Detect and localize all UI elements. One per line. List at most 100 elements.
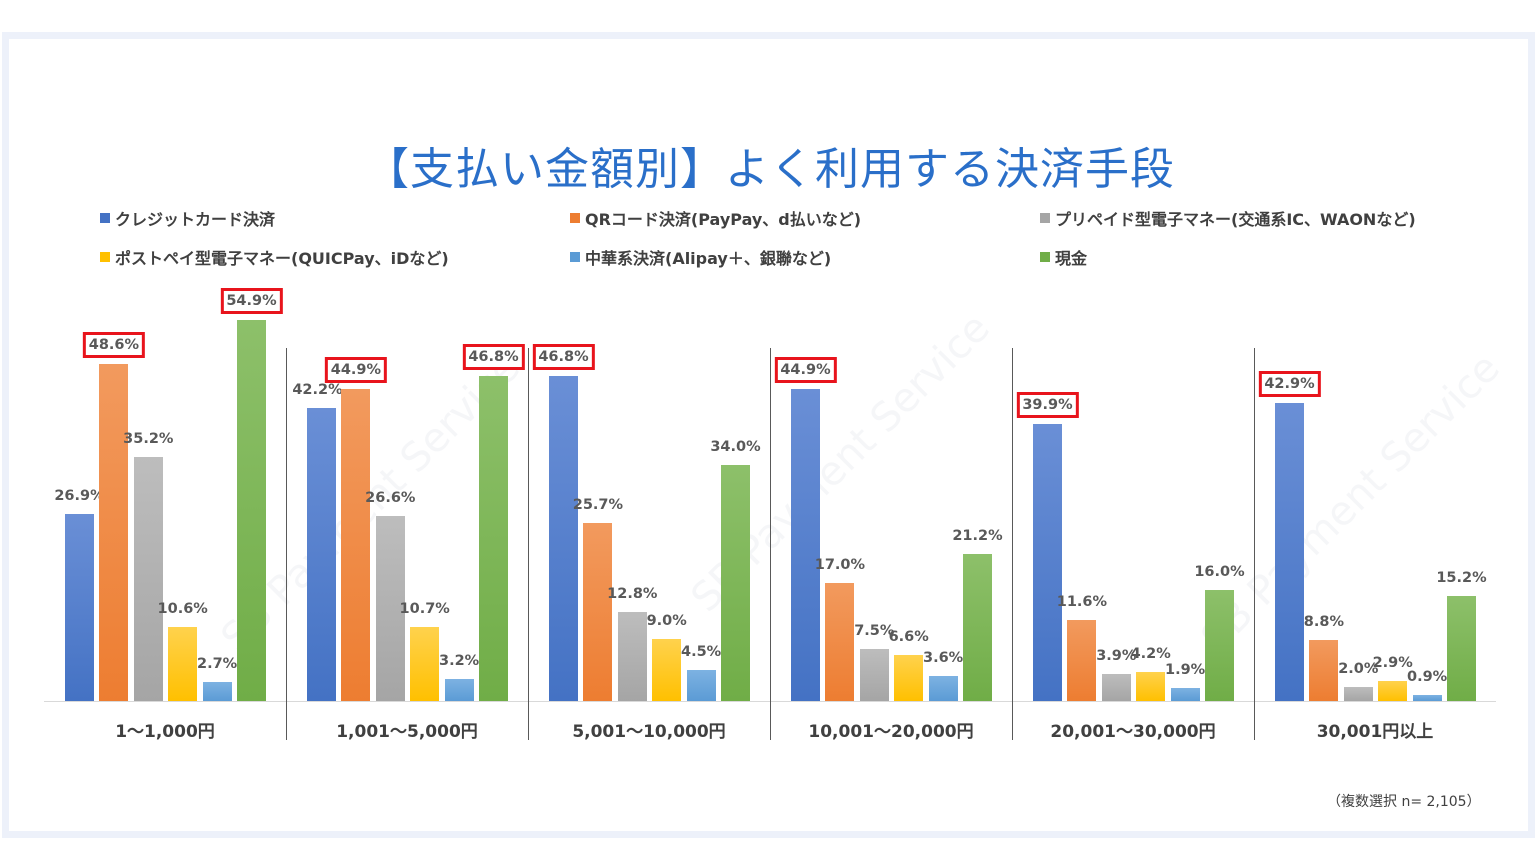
bar — [617, 612, 647, 701]
data-label: 2.0% — [1338, 661, 1379, 678]
data-label: 17.0% — [814, 557, 866, 574]
bar — [341, 389, 371, 701]
legend-item: QRコード決済(PayPay、d払いなど) — [570, 206, 861, 230]
bar — [1067, 620, 1097, 701]
bar — [721, 465, 750, 701]
chart-title: 【支払い金額別】よく利用する決済手段 — [365, 144, 1175, 196]
legend-swatch-icon — [1040, 213, 1050, 223]
bar — [1033, 424, 1062, 701]
bar — [1275, 403, 1304, 701]
data-label: 21.2% — [952, 527, 1003, 544]
bar — [168, 627, 198, 701]
highlighted-data-label: 46.8% — [462, 344, 525, 371]
data-label: 12.8% — [607, 586, 658, 603]
legend-label: 現金 — [1055, 249, 1088, 268]
legend-label: プリペイド型電子マネー(交通系IC、WAONなど) — [1055, 210, 1416, 229]
category-label: 10,001～20,000円 — [808, 722, 974, 742]
data-label: 9.0% — [646, 612, 687, 629]
legend-item: ポストペイ型電子マネー(QUICPay、iDなど) — [100, 245, 449, 269]
bar — [65, 514, 94, 701]
data-label: 4.5% — [680, 643, 722, 660]
category-label: 30,001円以上 — [1316, 722, 1434, 742]
legend-swatch-icon — [570, 252, 580, 262]
data-label: 10.7% — [399, 600, 450, 617]
bar — [444, 678, 474, 701]
bar — [1170, 687, 1200, 701]
legend-swatch-icon — [100, 252, 110, 262]
category-label: 20,001～30,000円 — [1050, 722, 1216, 742]
legend-item: 現金 — [1040, 245, 1087, 269]
group-divider — [1012, 348, 1013, 740]
bar — [1309, 639, 1339, 701]
legend-label: 中華系決済(Alipay＋、銀聯など) — [585, 249, 832, 268]
data-label: 3.6% — [922, 650, 964, 667]
legend-swatch-icon — [570, 213, 580, 223]
bar — [1447, 595, 1476, 701]
category-label: 1～1,000円 — [115, 722, 215, 742]
legend-swatch-icon — [1040, 252, 1050, 262]
group-divider — [770, 348, 771, 740]
bar — [791, 389, 820, 701]
bar — [1205, 589, 1234, 701]
legend-item: プリペイド型電子マネー(交通系IC、WAONなど) — [1040, 206, 1416, 230]
bar — [237, 319, 266, 701]
group-divider — [528, 348, 529, 740]
legend-label: QRコード決済(PayPay、d払いなど) — [585, 210, 862, 229]
bar — [1378, 680, 1408, 701]
bar — [375, 516, 405, 701]
data-label: 3.9% — [1096, 647, 1137, 664]
bar — [583, 522, 613, 701]
data-label: 4.2% — [1130, 645, 1171, 662]
bar — [859, 648, 889, 701]
legend-label: クレジットカード決済 — [115, 210, 276, 229]
data-label: 0.9% — [1406, 668, 1448, 685]
highlighted-data-label: 42.9% — [1258, 371, 1321, 398]
data-label: 11.6% — [1056, 594, 1108, 611]
legend-item: 中華系決済(Alipay＋、銀聯など) — [570, 245, 831, 269]
bar — [1412, 694, 1442, 701]
bar — [928, 676, 958, 701]
bar — [307, 408, 336, 701]
data-label: 26.6% — [365, 490, 416, 507]
data-label: 6.6% — [888, 629, 929, 646]
data-label: 34.0% — [710, 439, 761, 456]
data-label: 10.6% — [157, 601, 208, 618]
sample-note: （複数選択 n= 2,105） — [1327, 794, 1481, 810]
legend-swatch-icon — [100, 213, 110, 223]
bar — [1136, 671, 1166, 701]
bar — [963, 553, 992, 701]
data-label: 3.2% — [438, 652, 480, 669]
data-label: 35.2% — [123, 430, 174, 447]
legend-label: ポストペイ型電子マネー(QUICPay、iDなど) — [115, 249, 449, 268]
category-label: 5,001～10,000円 — [572, 722, 726, 742]
bar — [1101, 673, 1131, 701]
bar — [652, 638, 682, 701]
data-label: 1.9% — [1164, 661, 1206, 678]
category-label: 1,001～5,000円 — [336, 722, 478, 742]
bar — [686, 669, 716, 701]
bar — [202, 682, 232, 701]
highlighted-data-label: 48.6% — [82, 331, 146, 358]
bar — [894, 655, 924, 701]
bar — [825, 583, 855, 701]
data-label: 26.9% — [54, 488, 105, 505]
bar — [479, 376, 508, 701]
bar — [549, 376, 578, 701]
data-label: 16.0% — [1194, 563, 1245, 580]
bar — [1343, 687, 1373, 701]
legend-item: クレジットカード決済 — [100, 206, 275, 230]
data-label: 2.7% — [196, 656, 238, 673]
highlighted-data-label: 54.9% — [220, 287, 283, 314]
data-label: 7.5% — [854, 622, 895, 639]
highlighted-data-label: 39.9% — [1016, 392, 1079, 419]
bar — [99, 363, 129, 701]
group-divider — [1254, 348, 1255, 740]
bar — [133, 456, 163, 701]
highlighted-data-label: 44.9% — [774, 357, 837, 384]
highlighted-data-label: 44.9% — [324, 357, 388, 384]
data-label: 42.2% — [292, 382, 343, 399]
group-divider — [286, 348, 287, 740]
data-label: 2.9% — [1372, 654, 1413, 671]
data-label: 25.7% — [572, 496, 624, 513]
